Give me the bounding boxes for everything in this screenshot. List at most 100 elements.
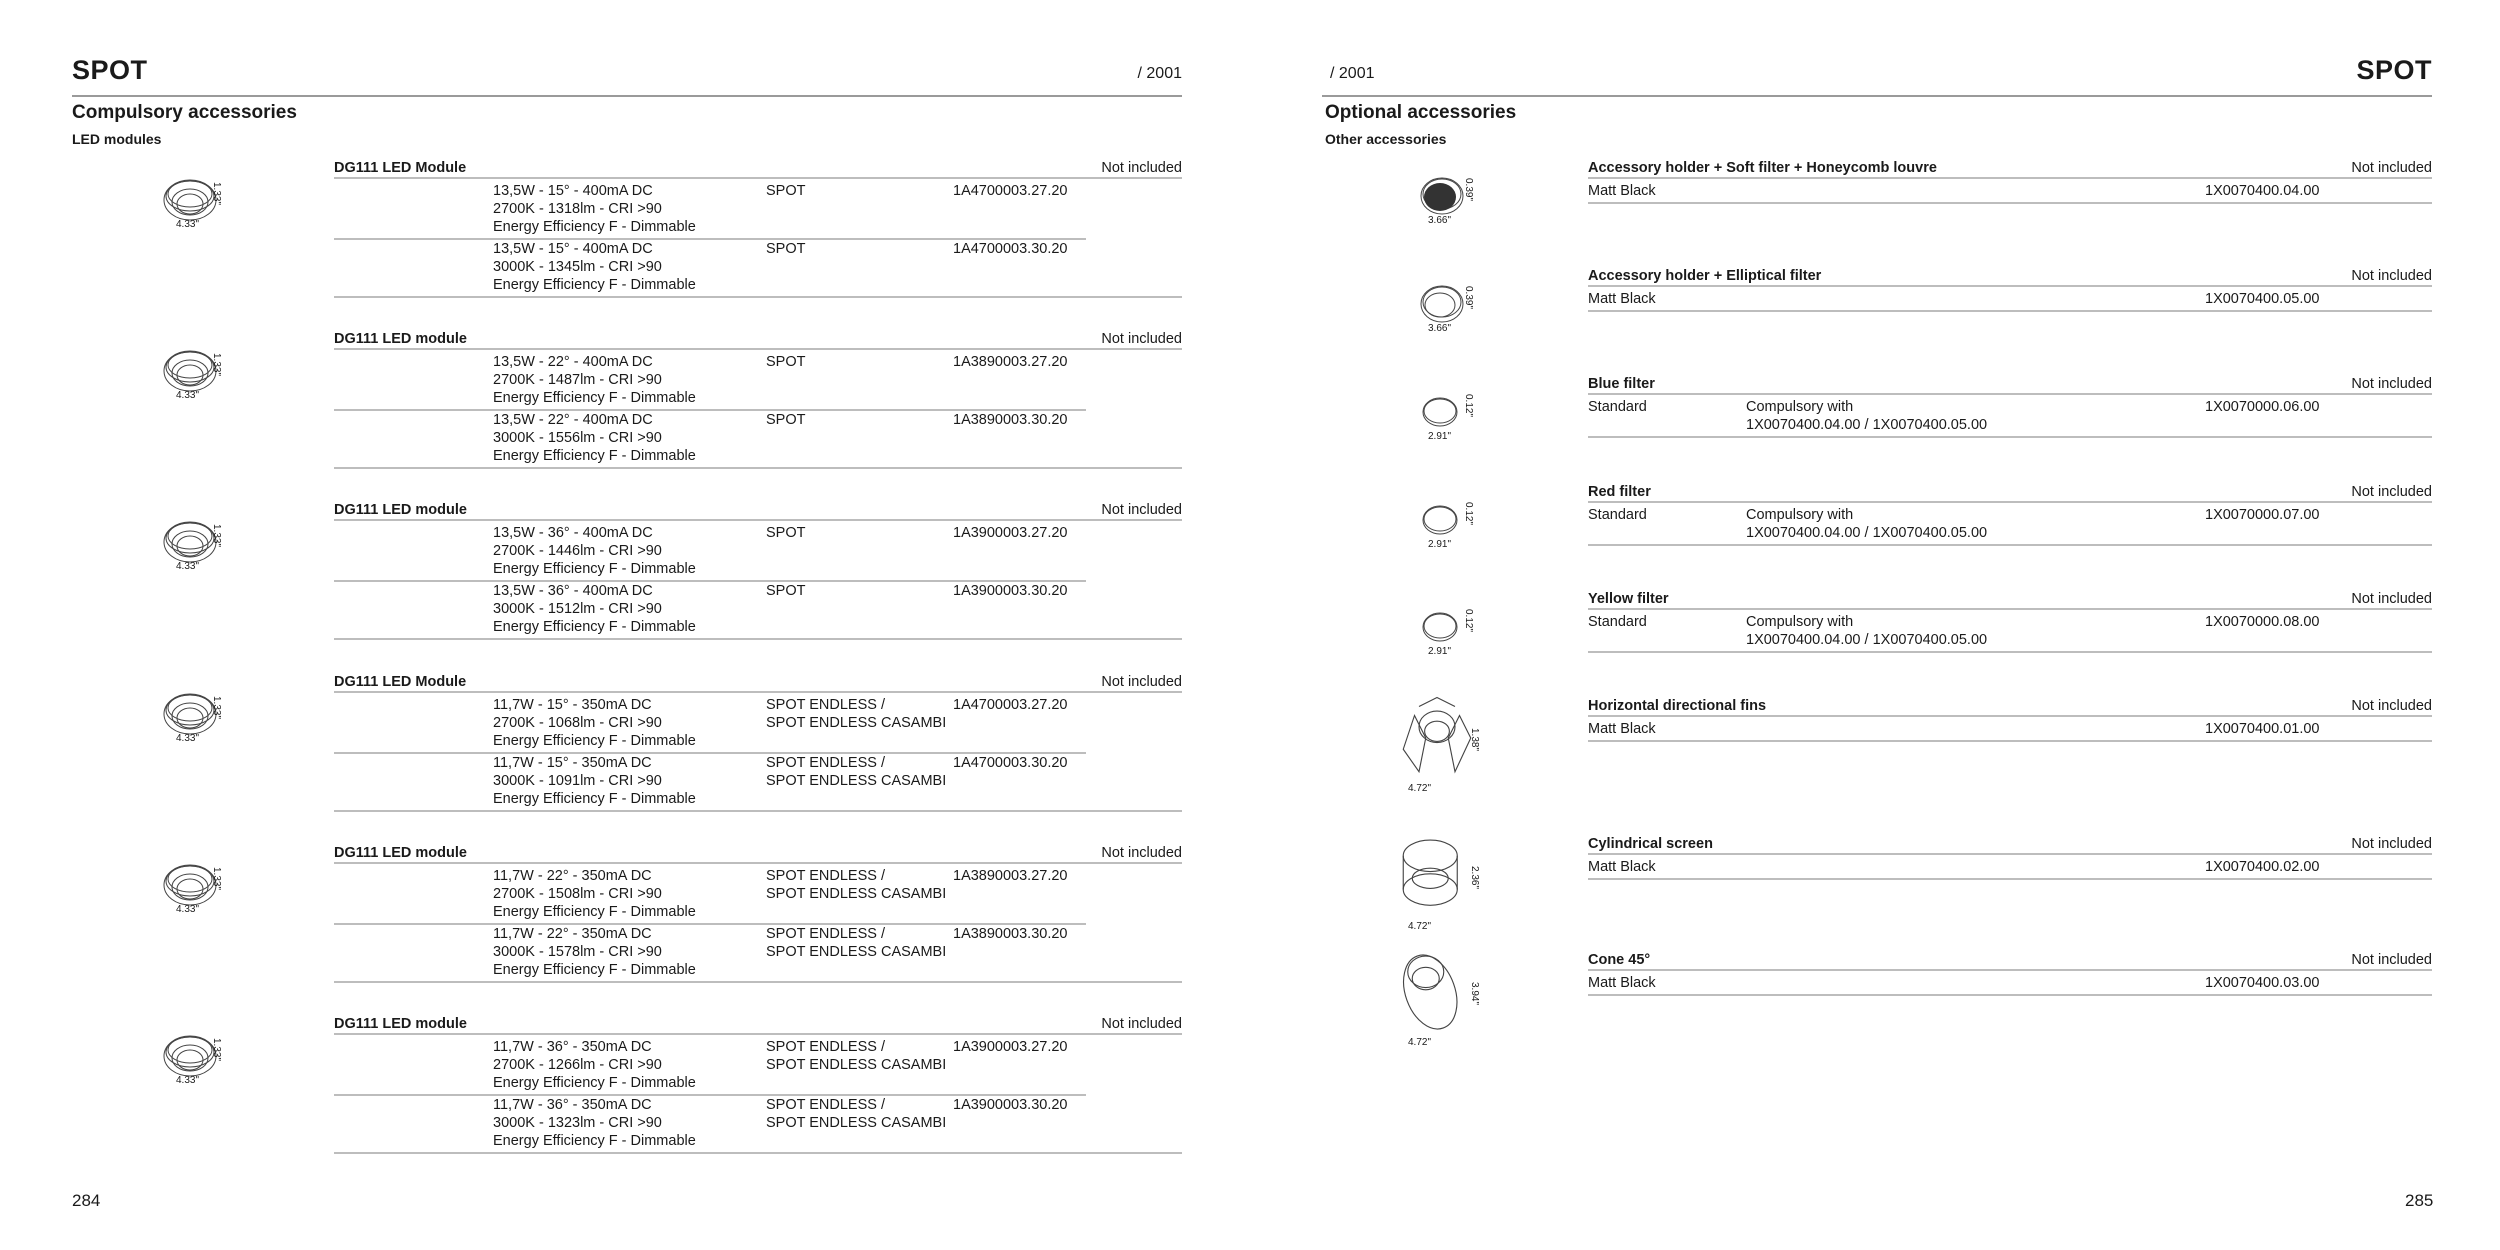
width-dimension: 4.33" — [176, 219, 200, 230]
led-spec: 11,7W - 36° - 350mA DC 3000K - 1323lm - C… — [493, 1096, 696, 1150]
note-line: 1X0070400.04.00 / 1X0070400.05.00 — [1746, 525, 1988, 541]
product-code: 1X0070400.03.00 — [2205, 975, 2320, 991]
compatible-product: SPOT — [766, 182, 805, 200]
led-spec: 11,7W - 15° - 350mA DC 2700K - 1068lm - C… — [493, 696, 696, 750]
width-dimension: 4.33" — [176, 903, 200, 915]
availability-status: Not included — [1101, 844, 1182, 861]
filter-disc-icon — [1422, 612, 1458, 642]
height-dimension: 1.33" — [211, 182, 222, 206]
finish: Standard — [1588, 507, 1647, 523]
spec-line: Energy Efficiency F - Dimmable — [493, 277, 696, 293]
right-page-number: 285 — [2405, 1191, 2434, 1210]
spec-line: Energy Efficiency F - Dimmable — [493, 619, 696, 636]
width-dimension: 4.72" — [1408, 921, 1432, 932]
row-divider — [1588, 202, 2432, 204]
width-dimension: 4.33" — [176, 390, 200, 402]
product-drawing: 3.66" 0.39" — [1412, 268, 1502, 348]
group-divider — [334, 348, 1182, 351]
product-line: SPOT — [766, 354, 806, 371]
table-row: 11,7W - 15° - 350mA DC 2700K - 1068lm - C… — [334, 696, 1182, 752]
spec-line: 2700K - 1068lm - CRI >90 — [493, 714, 662, 731]
spec-line: 2700K - 1487lm - CRI >90 — [493, 372, 662, 389]
product-drawing: 3.66" 0.39" — [1412, 160, 1502, 240]
product-code: 1A4700003.27.20 — [953, 696, 1068, 713]
height-dimension: 1.33" — [211, 866, 222, 890]
filter-disc-icon — [1422, 397, 1458, 427]
led-spec: 13,5W - 36° - 400mA DC 3000K - 1512lm - C… — [493, 582, 696, 636]
left-subsection-heading: LED modules — [72, 131, 162, 147]
compatible-product: SPOT ENDLESS / SPOT ENDLESS CASAMBI — [766, 925, 946, 961]
finish: Standard — [1588, 614, 1647, 630]
availability-status: Not included — [1101, 1016, 1182, 1032]
product-code: 1A3900003.30.20 — [953, 1097, 1068, 1113]
height-dimension: 3.94" — [1469, 982, 1480, 1006]
led-module-group: DG111 LED Module Not included 11,7W - 15° … — [334, 674, 1182, 814]
led-module-group: DG111 LED Module Not included 13,5W - 15° … — [334, 160, 1182, 300]
product-line: SPOT ENDLESS / — [766, 867, 885, 884]
left-page-number: 284 — [72, 1191, 101, 1210]
product-line: SPOT — [766, 583, 806, 600]
accessory-group: Cylindrical screen Not included Matt Black… — [1588, 836, 2432, 916]
height-dimension: 1.38" — [1469, 728, 1480, 752]
product-line: SPOT ENDLESS CASAMBI — [766, 1115, 947, 1131]
product-code: 1A3900003.30.20 — [953, 583, 1068, 600]
row-divider — [1588, 544, 2432, 546]
spec-line: Energy Efficiency F - Dimmable — [493, 1133, 696, 1149]
row-divider — [1588, 994, 2432, 996]
led-module-group: DG111 LED module Not included 13,5W - 36° … — [334, 502, 1182, 642]
group-title: DG111 LED Module — [334, 160, 467, 176]
finish: Matt Black — [1588, 183, 1656, 199]
product-line: SPOT ENDLESS CASAMBI — [766, 1057, 947, 1073]
compatible-product: SPOT ENDLESS / SPOT ENDLESS CASAMBI — [766, 1096, 946, 1132]
availability-status: Not included — [2351, 952, 2432, 968]
table-row: 13,5W - 36° - 400mA DC 3000K - 1512lm - C… — [334, 582, 1182, 638]
row-divider — [334, 922, 1086, 925]
group-divider — [1588, 853, 2432, 855]
accessory-group: Red filter Not included Standard Compulsory… — [1588, 484, 2432, 564]
product-drawing: 4.33" 1.33" — [160, 678, 250, 758]
note-line: Compulsory with — [1746, 399, 1854, 415]
spec-line: 11,7W - 36° - 350mA DC — [493, 1039, 652, 1055]
product-line: SPOT ENDLESS / — [766, 1097, 885, 1113]
spec-line: 13,5W - 15° - 400mA DC — [493, 183, 653, 199]
product-drawing: 2.91" 0.12" — [1412, 591, 1502, 671]
product-line: SPOT ENDLESS CASAMBI — [766, 714, 947, 731]
group-title: Cone 45° — [1588, 952, 1651, 968]
note-line: Compulsory with — [1746, 614, 1854, 630]
finish: Matt Black — [1588, 291, 1656, 307]
height-dimension: 1.33" — [211, 1038, 222, 1062]
spec-line: 3000K - 1578lm - CRI >90 — [493, 943, 662, 960]
product-drawing: 4.72" 1.38" — [1392, 688, 1482, 798]
height-dimension: 0.12" — [1463, 394, 1474, 418]
width-dimension: 4.72" — [1408, 783, 1432, 794]
elliptical-filter-icon — [1420, 285, 1464, 323]
led-spec: 11,7W - 15° - 350mA DC 3000K - 1091lm - C… — [493, 754, 696, 808]
product-line: SPOT ENDLESS / — [766, 754, 885, 771]
row-divider — [1588, 651, 2432, 653]
compatible-product: SPOT — [766, 240, 805, 258]
filter-disc-icon — [1422, 505, 1458, 535]
group-title: DG111 LED module — [334, 331, 467, 348]
availability-status: Not included — [2351, 268, 2432, 284]
row-divider — [334, 751, 1086, 754]
product-code: 1X0070400.02.00 — [2205, 859, 2320, 875]
row-divider — [334, 580, 1086, 583]
height-dimension: 0.39" — [1463, 286, 1474, 310]
product-line: SPOT — [766, 525, 806, 542]
finish: Matt Black — [1588, 721, 1656, 737]
table-row: 13,5W - 22° - 400mA DC 3000K - 1556lm - C… — [334, 411, 1182, 467]
group-divider — [1588, 715, 2432, 717]
product-drawing: 4.33" 1.33" — [160, 1020, 250, 1100]
group-divider — [1588, 608, 2432, 610]
row-divider — [1588, 740, 2432, 742]
cylindrical-screen-icon — [1402, 839, 1458, 906]
spec-line: 11,7W - 22° - 350mA DC — [493, 867, 652, 884]
product-line: SPOT — [766, 183, 806, 199]
width-dimension: 3.66" — [1428, 323, 1452, 334]
availability-status: Not included — [2351, 160, 2432, 176]
led-module-drawing-icon — [163, 864, 217, 906]
row-divider — [1588, 878, 2432, 880]
spec-line: 3000K - 1091lm - CRI >90 — [493, 772, 662, 789]
directional-fins-icon — [1402, 696, 1472, 774]
product-code: 1X0070000.06.00 — [2205, 399, 2320, 415]
